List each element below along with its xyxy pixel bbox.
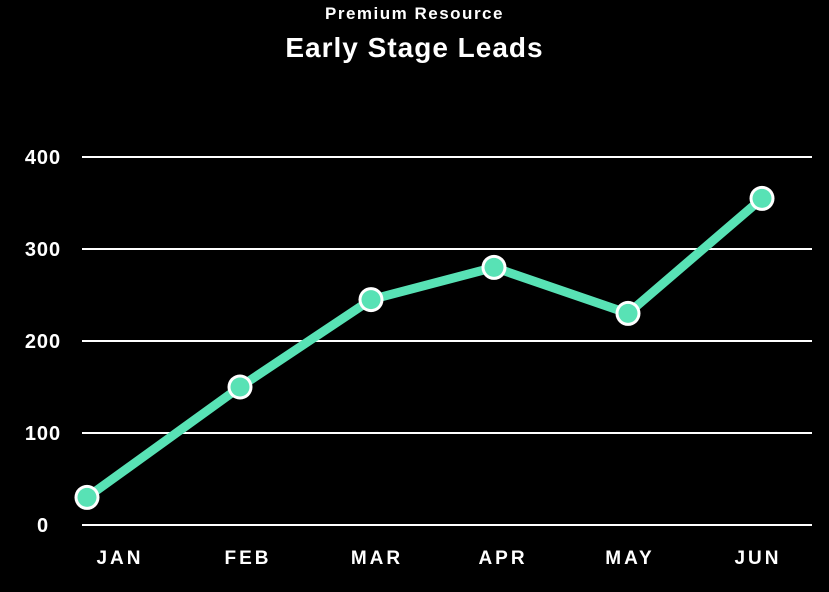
data-point-jan: [77, 487, 97, 507]
data-point-may: [618, 303, 638, 323]
y-axis-tick-label-100: 100: [25, 423, 61, 445]
x-axis-label-jan: JAN: [96, 548, 143, 569]
y-axis-tick-label-0: 0: [37, 515, 49, 537]
y-axis-tick-label-400: 400: [25, 147, 61, 169]
x-axis-label-mar: MAR: [351, 548, 403, 569]
chart-eyebrow: Premium Resource: [325, 4, 504, 23]
data-point-markers: [74, 185, 775, 510]
x-axis-label-jun: JUN: [734, 548, 781, 569]
chart-title: Early Stage Leads: [285, 32, 544, 63]
x-axis-labels: JAN FEB MAR APR MAY JUN: [96, 548, 781, 569]
data-point-mar: [361, 290, 381, 310]
gridlines: [82, 156, 812, 526]
series-group: [82, 193, 767, 502]
series-line: [82, 193, 767, 502]
data-point-jun: [752, 188, 772, 208]
x-axis-label-feb: FEB: [225, 548, 272, 569]
x-axis-label-apr: APR: [478, 548, 527, 569]
x-axis-label-may: MAY: [605, 548, 654, 569]
data-point-apr: [484, 257, 504, 277]
y-axis-tick-label-300: 300: [25, 239, 61, 261]
y-axis-tick-labels: 0 100 200 300 400: [25, 147, 61, 537]
y-axis-tick-label-200: 200: [25, 331, 61, 353]
data-point-feb: [230, 377, 250, 397]
